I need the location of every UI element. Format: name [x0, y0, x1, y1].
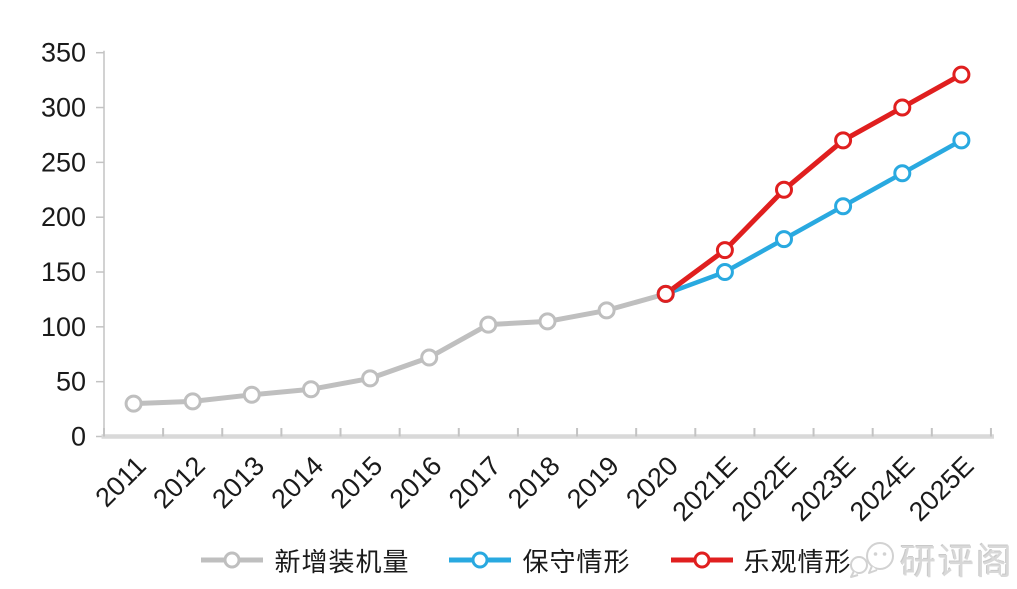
- x-tick-label: 2017: [443, 451, 507, 515]
- data-point-marker-0: [538, 312, 557, 331]
- x-tick-label: 2021E: [667, 451, 743, 527]
- x-tick-label: 2015: [325, 451, 389, 515]
- data-point-marker-0: [597, 301, 616, 320]
- data-point-marker-2: [952, 65, 971, 84]
- x-tick-label: 2011: [90, 451, 152, 513]
- data-point-marker-1: [715, 263, 734, 281]
- y-tick-label: 300: [41, 93, 86, 123]
- y-tick-label: 350: [41, 38, 86, 68]
- data-point-marker-0: [361, 369, 380, 388]
- data-point-marker-2: [656, 284, 675, 303]
- series-line-0: [131, 291, 669, 407]
- x-tick-label: 2024E: [844, 451, 920, 527]
- data-point-marker-1: [834, 197, 853, 216]
- x-tick-label: 2014: [266, 451, 330, 515]
- legend-marker-optimistic-icon: [670, 551, 733, 569]
- legend-marker-installed-capacity-icon: [201, 551, 264, 569]
- x-tick-label: 2019: [561, 451, 625, 515]
- data-point-marker-2: [893, 98, 912, 117]
- watermark-text: 研评阁: [899, 541, 1014, 582]
- series-line-2: [663, 72, 964, 297]
- data-point-marker-1: [952, 131, 971, 150]
- y-tick-label: 250: [41, 147, 86, 177]
- legend-item-conservative: 保守情形: [447, 542, 630, 579]
- x-tick-label: 2016: [384, 451, 448, 515]
- legend-label-conservative: 保守情形: [522, 546, 631, 577]
- data-point-marker-0: [124, 394, 143, 413]
- line-chart: 0501001502002503003502011201220132014201…: [41, 38, 994, 527]
- data-point-marker-2: [715, 241, 734, 260]
- legend-label-optimistic: 乐观情形: [743, 546, 852, 577]
- y-tick-label: 100: [41, 312, 86, 342]
- x-tick-label: 2013: [206, 451, 270, 515]
- legend-marker-conservative-icon: [449, 551, 512, 569]
- data-point-marker-1: [893, 164, 912, 183]
- y-tick-label: 50: [56, 367, 86, 397]
- data-point-marker-0: [420, 348, 439, 367]
- x-tick-label: 2018: [502, 451, 566, 515]
- data-point-marker-2: [834, 131, 853, 150]
- data-point-marker-0: [302, 380, 320, 399]
- legend: 新增装机量 保守情形 乐观情形: [0, 538, 1017, 582]
- legend-label-installed-capacity: 新增装机量: [274, 546, 410, 577]
- data-point-marker-0: [242, 385, 261, 404]
- series-line-1: [663, 138, 964, 297]
- data-point-marker-1: [775, 230, 793, 249]
- y-tick-label: 200: [41, 202, 86, 232]
- x-tick-label: 2022E: [726, 451, 802, 527]
- legend-item-installed-capacity: 新增装机量: [199, 542, 409, 579]
- y-tick-label: 150: [41, 257, 86, 287]
- x-tick-label: 2012: [147, 451, 211, 515]
- chat-bubbles-icon: [849, 542, 894, 578]
- y-tick-label: 0: [71, 422, 86, 452]
- data-point-marker-2: [775, 180, 793, 199]
- legend-item-optimistic: 乐观情形: [669, 542, 852, 579]
- watermark: 研评阁: [849, 533, 1014, 585]
- data-point-marker-0: [183, 392, 202, 411]
- x-tick-label: 2023E: [785, 451, 861, 527]
- x-tick-label: 2025E: [903, 451, 979, 527]
- data-point-marker-0: [479, 315, 498, 334]
